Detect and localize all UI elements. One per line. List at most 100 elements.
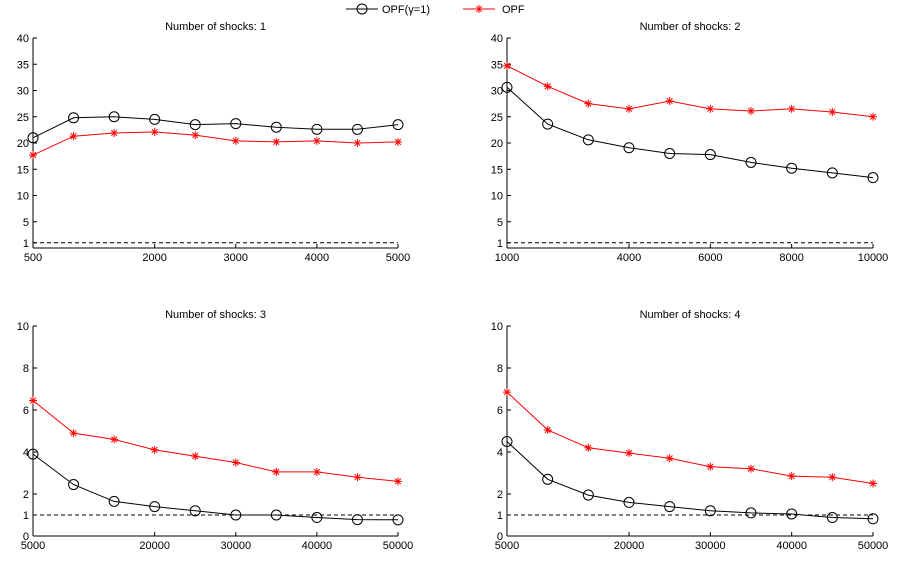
panel-shocks-3: Number of shocks: 3 0 1 2 4 6 8 10 5000 20000 300… xyxy=(17,309,414,552)
data-point-star xyxy=(747,464,755,473)
series-line-opf xyxy=(506,65,874,118)
data-point-circle xyxy=(27,132,39,144)
x-tick-label: 5000 xyxy=(495,540,519,552)
y-tick-label: 1 xyxy=(497,238,503,250)
data-point-star xyxy=(543,425,552,434)
data-point-circle xyxy=(623,496,635,508)
y-tick-label: 6 xyxy=(497,405,503,417)
y-tick-label: 10 xyxy=(491,321,503,333)
x-tick-label: 50000 xyxy=(858,540,889,552)
data-point-star xyxy=(828,108,837,117)
x-tick-label: 5000 xyxy=(21,540,45,552)
x-tick-label: 2000 xyxy=(142,252,166,264)
data-point-circle xyxy=(704,149,716,161)
data-point-circle xyxy=(786,162,798,174)
x-tick-label: 50000 xyxy=(383,540,414,552)
data-point-star xyxy=(787,472,796,481)
series-line-opf-gamma1 xyxy=(506,86,874,179)
data-point-star xyxy=(665,97,674,105)
data-point-star xyxy=(869,112,877,121)
data-point-circle xyxy=(351,123,363,135)
y-tick-label: 20 xyxy=(17,138,29,150)
data-point-circle xyxy=(27,448,39,460)
data-point-star xyxy=(625,449,633,458)
x-tick-label: 30000 xyxy=(695,540,726,552)
y-tick-label: 8 xyxy=(23,363,29,375)
data-point-circle xyxy=(623,142,635,154)
data-point-star xyxy=(353,473,362,482)
x-tick-label: 10000 xyxy=(858,252,889,264)
data-point-star xyxy=(543,82,552,91)
y-tick-label: 40 xyxy=(17,33,29,45)
data-point-circle xyxy=(149,113,161,125)
x-tick-label: 500 xyxy=(24,252,42,264)
data-point-circle xyxy=(108,111,120,123)
x-tick-label: 20000 xyxy=(139,540,170,552)
y-tick-label: 2 xyxy=(23,489,29,501)
x-tick-label: 40000 xyxy=(302,540,333,552)
data-point-star xyxy=(69,429,78,438)
y-tick-label: 1 xyxy=(497,510,503,522)
legend-marker-circle xyxy=(356,3,368,15)
x-tick-label: 6000 xyxy=(698,252,722,264)
data-point-star xyxy=(665,454,674,463)
series-line-opf xyxy=(506,391,874,484)
data-point-circle xyxy=(270,509,282,521)
data-point-circle xyxy=(745,156,757,168)
x-tick-label: 5000 xyxy=(386,252,410,264)
y-tick-label: 35 xyxy=(17,59,29,71)
data-point-circle xyxy=(867,172,879,184)
data-point-star xyxy=(110,129,119,138)
data-point-star xyxy=(69,132,78,141)
x-tick-label: 8000 xyxy=(779,252,803,264)
data-point-circle xyxy=(311,123,323,135)
data-point-circle xyxy=(68,479,80,491)
series-line-opf-gamma1 xyxy=(506,441,874,520)
data-point-circle xyxy=(664,501,676,513)
y-tick-label: 4 xyxy=(497,447,503,459)
panel-title: Number of shocks: 2 xyxy=(640,21,741,33)
data-point-star xyxy=(231,458,240,467)
data-point-star xyxy=(394,477,402,486)
series-line-opf-gamma1 xyxy=(32,453,399,521)
data-point-star xyxy=(150,445,159,454)
data-point-circle xyxy=(230,118,242,130)
x-tick-label: 30000 xyxy=(220,540,251,552)
y-tick-label: 15 xyxy=(17,164,29,176)
data-point-circle xyxy=(270,121,282,133)
x-tick-label: 4000 xyxy=(617,252,641,264)
data-point-star xyxy=(584,99,593,108)
data-point-star xyxy=(394,137,402,146)
data-point-circle xyxy=(826,167,838,179)
y-tick-label: 5 xyxy=(23,217,29,229)
y-tick-label: 25 xyxy=(491,112,503,124)
data-point-circle xyxy=(867,513,879,525)
data-point-circle xyxy=(108,495,120,507)
data-point-star xyxy=(747,106,755,115)
x-tick-label: 4000 xyxy=(305,252,329,264)
data-point-star xyxy=(706,104,715,113)
data-point-circle xyxy=(230,509,242,521)
data-point-circle xyxy=(542,118,554,130)
data-point-star xyxy=(353,139,362,147)
data-point-star xyxy=(231,136,240,145)
y-tick-label: 0 xyxy=(497,531,503,543)
data-point-circle xyxy=(786,508,798,520)
data-point-circle xyxy=(745,507,757,519)
x-tick-label: 3000 xyxy=(224,252,248,264)
data-point-circle xyxy=(501,436,513,447)
legend-marker-star xyxy=(475,5,483,13)
y-tick-label: 35 xyxy=(491,59,503,71)
legend-label-opf-gamma1: OPF(γ=1) xyxy=(382,4,430,16)
y-tick-label: 40 xyxy=(491,33,503,45)
data-point-star xyxy=(272,137,281,146)
data-point-star xyxy=(150,127,159,136)
legend-label-opf: OPF xyxy=(502,4,525,16)
data-point-star xyxy=(584,443,593,452)
panel-title: Number of shocks: 4 xyxy=(640,309,741,321)
y-tick-label: 0 xyxy=(23,531,29,543)
data-point-star xyxy=(869,479,877,488)
data-point-star xyxy=(191,131,200,140)
